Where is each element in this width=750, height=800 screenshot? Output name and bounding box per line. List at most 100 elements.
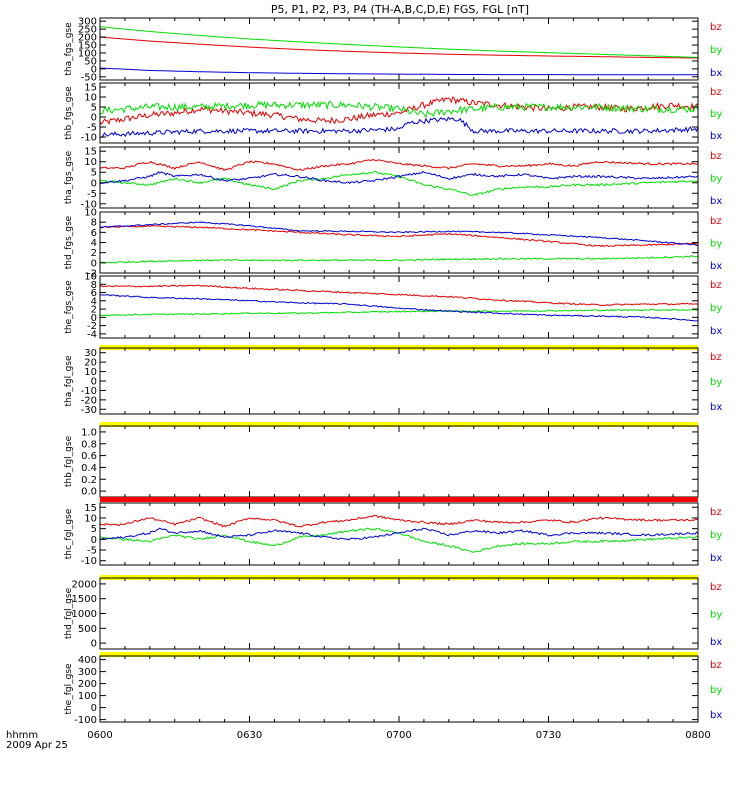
y-tick-label: 300 [78,667,97,678]
legend-by: by [710,377,722,388]
y-tick-label: 100 [78,48,97,59]
y-tick-label: 6 [91,228,97,239]
series-by-panel-5 [100,308,698,317]
legend-bz: bz [710,216,722,227]
y-tick-label: -5 [87,189,97,200]
y-tick-label: 0 [91,313,97,324]
y-tick-label: 10 [84,367,97,378]
y-tick-label: 0 [91,377,97,388]
panel-4-frame [99,211,699,274]
y-tick-label: 5 [91,168,97,179]
y-tick-label: -10 [81,133,97,144]
y-tick-label: 50 [84,56,97,67]
y-tick-label: -5 [87,123,97,134]
y-tick-label: 4 [91,296,97,307]
y-tick-label: 10 [84,272,97,283]
y-tick-label: 1.0 [81,427,97,438]
y-tick-label: -20 [81,395,97,406]
legend-bx: bx [710,326,722,337]
y-tick-label: 5 [91,103,97,114]
y-tick-label: 20 [84,358,97,369]
panel-5-lines [100,284,698,322]
y-tick-label: 0 [91,639,97,650]
legend-bx: bx [710,637,722,648]
y-tick-label: -2 [87,269,97,280]
legend-bz: bz [710,87,722,98]
y-tick-label: 2000 [72,579,97,590]
y-tick-label: -10 [81,386,97,397]
y-tick-label: 10 [84,513,97,524]
y-tick-label: -30 [81,405,97,416]
legend-bz: bz [710,352,722,363]
panel-10-status-bar [100,652,698,657]
y-tick-label: 10 [84,208,97,219]
y-tick-label: 15 [84,83,97,94]
y-tick-label: 300 [78,17,97,28]
y-tick-label: 15 [84,147,97,158]
panel-7-status-bar [100,422,698,427]
chart-title: P5, P1, P2, P3, P4 (TH-A,B,C,D,E) FGS, F… [271,3,529,16]
series-bz-panel-4 [100,224,698,248]
y-tick-label: -100 [74,715,97,726]
y-tick-label: 500 [78,624,97,635]
panel-1-ylabel: tha_fgs_gse [64,22,74,76]
panel-9-ylabel: thd_fgl_gse [64,587,74,639]
y-tick-label: 8 [91,280,97,291]
y-tick-label: 150 [78,41,97,52]
y-tick-label: 200 [78,679,97,690]
legend-bz: bz [710,507,722,518]
series-by-panel-1 [100,26,698,58]
legend-by: by [710,174,722,185]
x-tick-label: 0600 [87,730,112,741]
series-bx-panel-1 [100,67,698,76]
series-bz-panel-3 [100,158,698,172]
series-bz-panel-2 [100,96,698,126]
y-tick-label: 0 [91,64,97,75]
panel-10-frame [99,655,699,723]
y-tick-label: 0.4 [81,463,97,474]
y-tick-label: 30 [84,348,97,359]
x-tick-label: 0800 [685,730,710,741]
y-tick-label: 2 [91,305,97,316]
panel-1-frame [99,17,699,81]
panel-2-lines [100,96,698,138]
y-tick-label: 15 [84,503,97,514]
y-tick-label: 0.0 [81,487,97,498]
y-tick-label: -50 [81,72,97,83]
y-tick-label: 250 [78,25,97,36]
series-bz-panel-1 [100,36,698,59]
legend-by: by [710,239,722,250]
panel-10-ylabel: the_fgl_gse [64,663,74,715]
legend-by: by [710,45,722,56]
panel-1-lines [100,26,698,76]
panel-7-frame [99,425,699,498]
y-tick-label: 1000 [72,609,97,620]
series-bx-panel-5 [100,293,698,322]
legend-bz: bz [710,22,722,33]
panel-5-ylabel: the_fgs_gse [64,280,74,334]
y-tick-label: 1500 [72,594,97,605]
panel-2-ylabel: thb_fgs_gse [64,86,74,140]
y-tick-label: -10 [81,199,97,210]
x-tick-label: 0630 [237,730,262,741]
panel-3-lines [100,158,698,196]
y-tick-label: 4 [91,238,97,249]
x-axis-unit-label: hhmm [6,730,38,741]
legend-by: by [710,610,722,621]
series-bx-panel-3 [100,170,698,185]
legend-bx: bx [710,402,722,413]
y-tick-label: 0 [91,178,97,189]
panel-8-ylabel: thc_fgl_gse [64,508,74,559]
panel-4-ylabel: thd_fgs_gse [64,215,74,269]
y-tick-label: 0.6 [81,451,97,462]
series-bx-panel-2 [100,116,698,138]
